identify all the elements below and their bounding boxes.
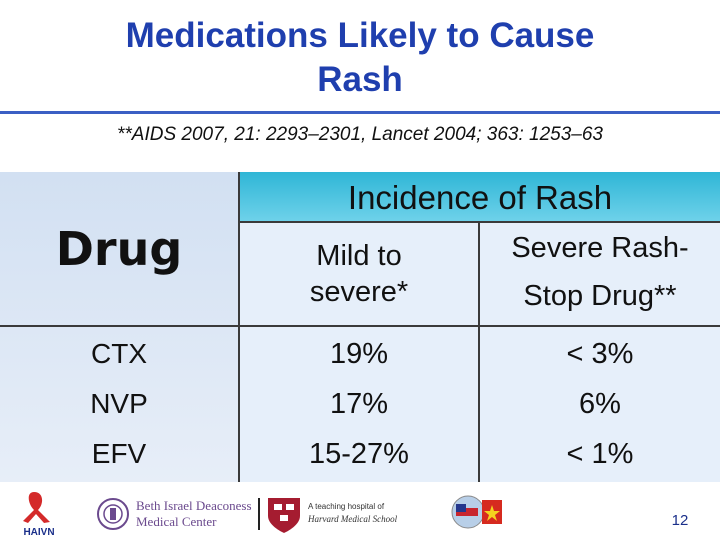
table-row-mild: 19% xyxy=(329,338,389,370)
slide-title-line1: Medications Likely to Cause xyxy=(125,16,595,55)
divider-drug xyxy=(238,172,240,482)
slide-title-line2: Rash xyxy=(317,60,403,99)
bidmc-logo: Beth Israel Deaconess Medical Center xyxy=(96,496,256,536)
severe-header-line2: Stop Drug** xyxy=(523,280,677,312)
page-number: 12 xyxy=(671,512,689,529)
harvard-line1: A teaching hospital of xyxy=(308,502,385,511)
severe-header-line1: Severe Rash- xyxy=(511,232,689,264)
table-row-drug: CTX xyxy=(91,338,147,369)
ribbon-icon xyxy=(23,492,50,523)
table-row-mild: 15-27% xyxy=(309,438,409,470)
citation: **AIDS 2007, 21: 2293–2301, Lancet 2004;… xyxy=(117,124,603,145)
table-row-drug: EFV xyxy=(91,438,147,469)
table-row-severe: 6% xyxy=(579,388,621,420)
title-divider xyxy=(0,111,720,114)
severe-header: Severe Rash- Stop Drug** xyxy=(480,224,720,320)
divider-mild-severe xyxy=(478,222,480,482)
bidmc-seal-icon xyxy=(97,498,129,530)
slide-title: Medications Likely to Cause Rash xyxy=(0,14,720,102)
harvard-line2: Harvard Medical School xyxy=(308,514,398,524)
divider-header xyxy=(0,325,720,327)
footer: HAIVN Beth Israel Deaconess Medical Cent… xyxy=(0,486,720,540)
bidmc-name-line1: Beth Israel Deaconess xyxy=(136,498,252,513)
table-row-severe: < 3% xyxy=(566,338,634,370)
harvard-shield-icon xyxy=(268,498,300,533)
harvard-logo: A teaching hospital of Harvard Medical S… xyxy=(266,496,406,536)
drug-header: Drug xyxy=(55,222,183,276)
mild-header-line1: Mild to xyxy=(316,240,402,272)
table-row-severe: < 1% xyxy=(566,438,634,470)
table-row-mild: 17% xyxy=(329,388,389,420)
drug-column-bg xyxy=(0,172,238,482)
incidence-header: Incidence of Rash xyxy=(347,179,613,216)
mild-header-line2: severe* xyxy=(309,276,409,308)
incidence-header-bg xyxy=(240,172,720,222)
haivn-logo-text: HAIVN xyxy=(23,527,55,538)
bidmc-name-line2: Medical Center xyxy=(136,514,217,529)
table-row-drug: NVP xyxy=(90,388,148,419)
partnership-emblem-icon xyxy=(451,495,502,529)
divider-incidence xyxy=(240,221,720,223)
rash-table: Incidence of Rash Drug Mild to severe* S… xyxy=(0,172,720,482)
logo-separator xyxy=(258,498,260,530)
mild-header: Mild to severe* xyxy=(240,232,478,316)
haivn-logo: HAIVN xyxy=(14,490,64,538)
